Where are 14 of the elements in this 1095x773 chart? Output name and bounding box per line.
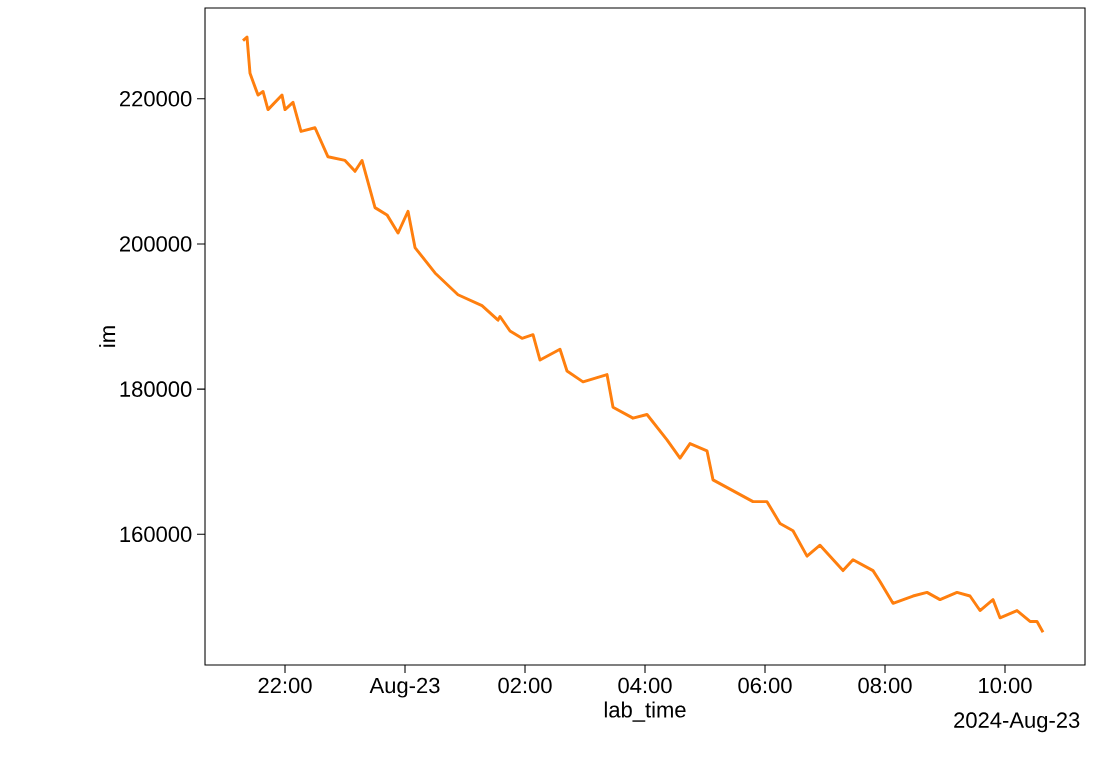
text: 2024-Aug-23 (954, 712, 1080, 733)
y-tick-label: 220000 (119, 90, 192, 107)
x-tick-label: Aug-23 (369, 677, 440, 698)
x-tick-label: 04:00 (618, 677, 672, 694)
x-tick-label: 22:00 (258, 677, 312, 694)
y-axis-title: im (99, 326, 116, 347)
y-tick-label: 180000 (120, 381, 192, 397)
x-tick-label: 02:00 (498, 677, 552, 694)
y-tick-label: 200000 (119, 236, 192, 252)
x-tick-label: 10:00 (979, 677, 1032, 694)
x-axis-title: lab_time (604, 701, 686, 722)
x-tick-label: 08:00 (858, 677, 912, 694)
y-tick-label: 160000 (120, 526, 192, 543)
x-tick-label: 06:00 (738, 677, 792, 694)
